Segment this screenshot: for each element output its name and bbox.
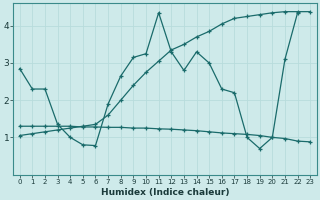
X-axis label: Humidex (Indice chaleur): Humidex (Indice chaleur) [101,188,229,197]
